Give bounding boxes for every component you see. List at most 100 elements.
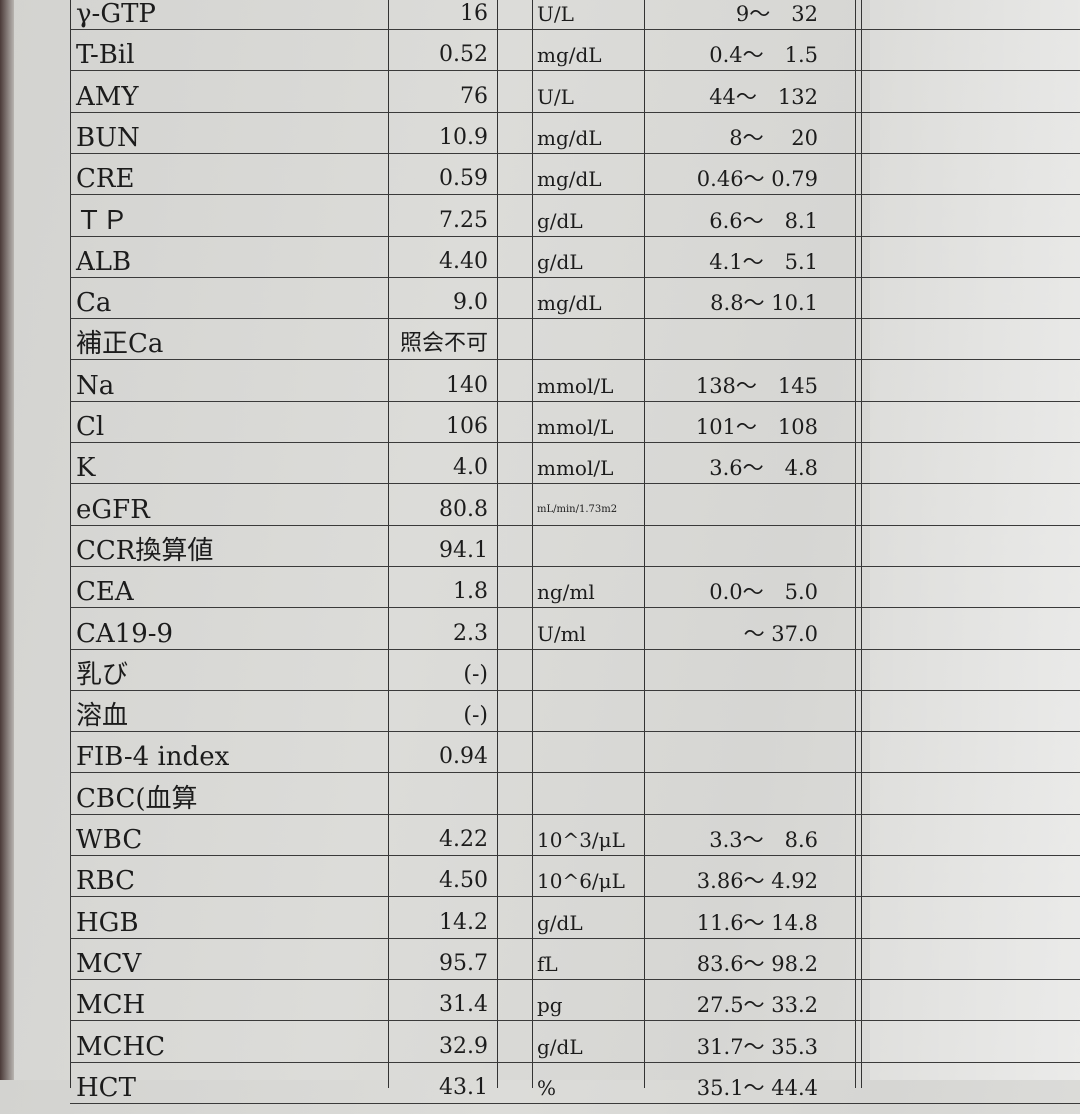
cell-unit: g/dL <box>537 1034 583 1059</box>
cell-value: 32.9 <box>439 1033 488 1059</box>
table-row: CA19-9 2.3 U/ml ～ 37.0 <box>70 608 1080 650</box>
cell-range <box>648 318 818 359</box>
cell-unit: mmol/L <box>537 415 614 439</box>
cell-range: 0.4～ 1.5 <box>709 43 818 68</box>
table-row: BUN 10.9 mg/dL 8～ 20 <box>70 112 1080 154</box>
cell-name: WBC <box>76 825 143 855</box>
cell-range: 4.1～ 5.1 <box>709 249 818 274</box>
cell-value: 14.2 <box>439 909 488 935</box>
table-row: Ca 9.0 mg/dL 8.8～ 10.1 <box>70 277 1080 320</box>
cell-unit: mmol/L <box>537 373 614 398</box>
cell-value: 7.25 <box>439 207 488 233</box>
cell-name: ＴＰ <box>76 205 129 236</box>
table-row: FIB-4 index 0.94 <box>70 731 1080 774</box>
cell-value: 4.50 <box>439 868 488 894</box>
cell-value: 0.52 <box>439 42 488 68</box>
cell-range: 0.0～ 5.0 <box>709 580 818 605</box>
table-row: 乳び (-) <box>70 649 1080 691</box>
table-row: WBC 4.22 10^3/μL 3.3～ 8.6 <box>70 814 1080 856</box>
cell-unit: mg/dL <box>537 167 602 192</box>
table-row: CBC(血算 <box>70 773 1080 815</box>
cell-value: 106 <box>446 414 488 439</box>
cell-name: CRE <box>76 164 135 195</box>
cell-name: CA19-9 <box>76 618 174 649</box>
column-divider <box>388 0 389 1088</box>
cell-value: 31.4 <box>439 992 488 1018</box>
table-row: AMY 76 U/L 44～ 132 <box>70 71 1080 113</box>
table-row: eGFR 80.8 mL/min/1.73m2 <box>70 484 1080 526</box>
cell-value: 9.0 <box>453 290 488 316</box>
cell-value: 10.9 <box>439 124 488 150</box>
cell-value: 76 <box>460 83 488 109</box>
cell-range: 8～ 20 <box>729 125 818 150</box>
cell-value: 照会不可 <box>399 331 488 357</box>
table-border-right <box>855 0 856 1088</box>
cell-name: MCH <box>76 990 146 1021</box>
cell-range: 11.6～ 14.8 <box>696 910 818 935</box>
table-row: HGB 14.2 g/dL 11.6～ 14.8 <box>70 897 1080 939</box>
cell-value <box>388 773 488 814</box>
table-border-right <box>861 0 862 1088</box>
cell-name: Ca <box>76 288 112 319</box>
table-row: K 4.0 mmol/L 3.6～ 4.8 <box>70 442 1080 485</box>
cell-value: 140 <box>446 372 488 398</box>
table-row: RBC 4.50 10^6/μL 3.86～ 4.92 <box>70 855 1080 898</box>
cell-name: FIB-4 index <box>76 742 230 773</box>
cell-name: 溶血 <box>76 701 129 732</box>
cell-range <box>648 484 818 525</box>
photo-edge <box>0 0 14 1080</box>
cell-unit: ng/ml <box>537 580 595 605</box>
cell-value: 1.8 <box>453 579 488 605</box>
cell-name: MCV <box>76 948 142 979</box>
column-divider <box>532 0 533 1088</box>
cell-value: 0.94 <box>439 744 488 770</box>
cell-unit: fL <box>537 951 558 976</box>
cell-unit: 10^3/μL <box>537 828 625 852</box>
cell-range <box>648 690 818 731</box>
cell-name: ALB <box>76 246 132 277</box>
cell-value: (-) <box>463 703 488 729</box>
table-row: γ-GTP 16 U/L 9～ 32 <box>70 0 1080 30</box>
cell-value: (-) <box>463 661 488 687</box>
table-row: MCHC 32.9 g/dL 31.7～ 35.3 <box>70 1021 1080 1063</box>
cell-name: 補正Ca <box>76 329 164 360</box>
cell-value: 2.3 <box>453 620 488 646</box>
cell-range: 138～ 145 <box>695 373 818 398</box>
cell-unit: U/L <box>537 84 574 109</box>
table-row: 補正Ca 照会不可 <box>70 318 1080 361</box>
cell-range: 9～ 32 <box>735 2 818 26</box>
cell-name: CCR換算値 <box>76 535 214 566</box>
cell-name: 乳び <box>76 659 129 690</box>
cell-unit: U/L <box>537 2 574 26</box>
cell-name: AMY <box>76 81 139 112</box>
column-divider <box>644 0 645 1088</box>
cell-value: 0.59 <box>439 166 488 192</box>
table-row: MCH 31.4 pg 27.5～ 33.2 <box>70 979 1080 1022</box>
cell-range: 101～ 108 <box>695 415 818 439</box>
cell-unit: % <box>537 1075 557 1100</box>
cell-range: 6.6～ 8.1 <box>709 208 818 233</box>
cell-range: 3.6～ 4.8 <box>709 456 818 481</box>
cell-unit: g/dL <box>537 208 583 233</box>
cell-range <box>648 525 818 566</box>
table-row: T-Bil 0.52 mg/dL 0.4～ 1.5 <box>70 29 1080 72</box>
cell-name: CBC(血算 <box>76 783 198 814</box>
cell-value: 43.1 <box>439 1074 488 1100</box>
cell-value: 4.40 <box>439 248 488 274</box>
cell-name: eGFR <box>76 494 150 525</box>
cell-unit: 10^6/μL <box>537 869 625 894</box>
cell-unit: g/dL <box>537 249 583 274</box>
table-row: HCT 43.1% 35.1～ 44.4 <box>70 1062 1080 1104</box>
table-row: MCV 95.7 fL 83.6～ 98.2 <box>70 938 1080 980</box>
cell-range: 83.6～ 98.2 <box>696 951 818 976</box>
table-row: Cl 106 mmol/L 101～ 108 <box>70 401 1080 443</box>
cell-value: 94.1 <box>439 537 488 563</box>
cell-value: 4.22 <box>439 827 488 852</box>
cell-range <box>648 773 818 814</box>
cell-value: 95.7 <box>439 950 488 976</box>
cell-range <box>648 731 818 772</box>
table-row: Na 140 mmol/L 138～ 145 <box>70 360 1080 402</box>
cell-unit: g/dL <box>537 910 583 935</box>
cell-name: Cl <box>76 412 105 442</box>
paper-margin <box>870 0 1080 1080</box>
